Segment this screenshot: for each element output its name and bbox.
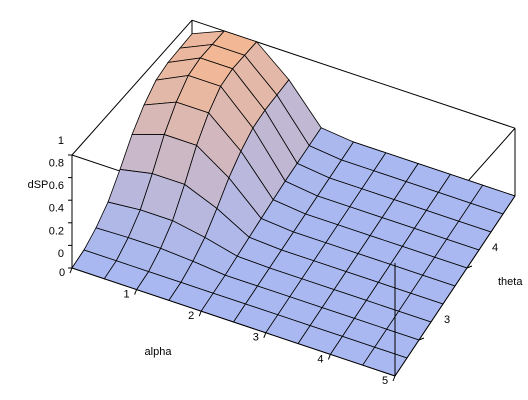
x-tick-label: 3 <box>253 332 259 344</box>
z-tick-label: 0 <box>58 248 64 260</box>
z-tick-label: 0.2 <box>49 225 64 237</box>
x-tick <box>69 267 73 274</box>
y-axis-label: theta <box>498 276 523 288</box>
z-axis-label: dSP <box>28 179 49 191</box>
y-tick-label: 3 <box>444 314 450 326</box>
x-tick-label: 5 <box>382 375 388 387</box>
z-tick-label: 0.4 <box>49 203 64 215</box>
box-edge <box>394 195 516 377</box>
z-tick-label: 1 <box>58 135 64 147</box>
y-tick <box>418 337 425 341</box>
z-tick-label: 0.6 <box>49 180 64 192</box>
x-tick <box>327 354 331 360</box>
x-tick-label: 4 <box>317 353 323 365</box>
x-tick-label: 0 <box>59 267 65 279</box>
x-tick <box>134 289 138 295</box>
x-tick-label: 1 <box>124 289 130 301</box>
x-axis-label: alpha <box>145 346 173 358</box>
x-tick <box>198 311 202 317</box>
y-tick <box>466 265 473 269</box>
x-tick <box>392 375 396 382</box>
z-tick-label: 0.8 <box>49 158 64 170</box>
x-tick <box>263 332 267 338</box>
box-edge <box>71 267 396 377</box>
box-edge <box>71 19 193 156</box>
x-tick-label: 2 <box>188 310 194 322</box>
y-tick-label: 4 <box>492 242 498 254</box>
